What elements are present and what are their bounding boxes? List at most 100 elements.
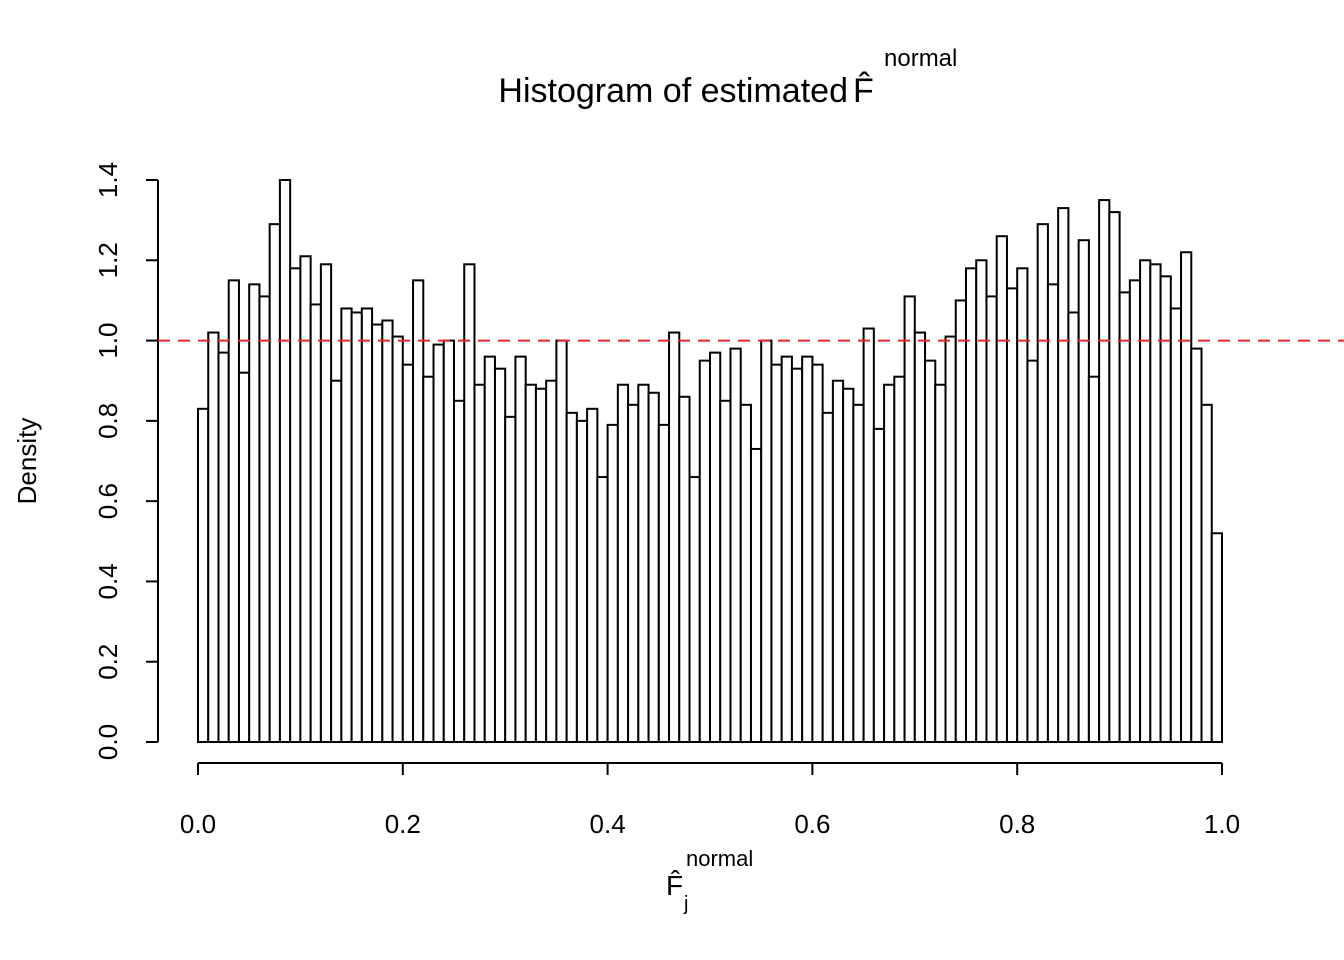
bar	[637, 383, 650, 743]
bar	[504, 415, 517, 743]
x-tick-label: 0.4	[590, 809, 626, 839]
bar	[811, 363, 824, 743]
bar	[1159, 275, 1172, 743]
bar	[852, 403, 865, 743]
y-tick-label: 0.8	[93, 403, 123, 439]
bar	[463, 263, 476, 743]
bar	[258, 295, 271, 743]
bar	[729, 347, 742, 743]
bar	[534, 387, 548, 743]
y-tick-label: 0.4	[93, 563, 123, 599]
bar	[821, 411, 834, 743]
title-superscript: normal	[884, 45, 957, 72]
bar	[207, 331, 220, 743]
bar	[862, 327, 875, 743]
x-tick-label: 0.0	[180, 809, 216, 839]
chart-title: Histogram of estimated	[498, 72, 848, 110]
bar	[954, 299, 968, 743]
bar	[453, 399, 466, 743]
y-tick-label: 0.2	[93, 644, 123, 680]
bar	[801, 355, 814, 743]
bar	[790, 367, 804, 743]
bar	[698, 359, 712, 743]
bar	[1016, 267, 1029, 743]
bar	[381, 319, 394, 743]
bar	[1067, 311, 1080, 743]
bar	[944, 335, 957, 743]
bar	[780, 355, 793, 743]
bar	[893, 375, 906, 743]
bar	[903, 295, 916, 743]
bar	[842, 387, 855, 743]
bar	[340, 307, 353, 743]
bar	[709, 351, 722, 743]
bar	[514, 355, 527, 743]
y-tick-label: 0.6	[93, 483, 123, 519]
bar	[524, 383, 537, 743]
bar	[1046, 283, 1060, 743]
y-tick-label: 1.2	[93, 242, 123, 278]
bar	[227, 279, 240, 743]
bar	[432, 343, 445, 743]
bar	[749, 447, 763, 743]
bar	[289, 267, 302, 743]
x-tick-label: 0.2	[385, 809, 421, 839]
bar	[883, 383, 896, 743]
bar	[565, 411, 578, 743]
bar	[1128, 279, 1142, 743]
bar	[760, 339, 773, 743]
bar	[770, 363, 783, 743]
bar	[985, 295, 998, 743]
bar	[555, 339, 568, 743]
bar	[237, 371, 251, 743]
bar	[309, 303, 322, 743]
bar	[678, 395, 691, 743]
bar	[1087, 375, 1101, 743]
bar	[1098, 199, 1111, 744]
y-tick-label: 0.0	[93, 724, 123, 760]
bar	[616, 383, 630, 743]
bar	[330, 379, 343, 743]
y-tick-label: 1.4	[93, 162, 123, 198]
y-tick-label: 1.0	[93, 322, 123, 358]
bar	[1149, 263, 1162, 743]
bar	[1005, 287, 1019, 743]
bar	[924, 359, 937, 743]
bar	[657, 423, 671, 743]
bar	[360, 307, 374, 743]
bar	[1169, 307, 1183, 743]
bar	[872, 427, 886, 743]
bar	[1036, 223, 1049, 743]
bar	[586, 407, 599, 743]
bar	[217, 351, 230, 743]
bar	[442, 339, 456, 743]
bar	[299, 255, 312, 743]
bar	[483, 355, 496, 743]
bar	[688, 476, 701, 743]
bar	[1139, 259, 1152, 743]
bar	[575, 419, 589, 743]
bar	[248, 283, 261, 743]
bar	[422, 375, 435, 743]
bar	[627, 403, 640, 743]
bar	[493, 367, 507, 743]
bar	[268, 223, 281, 743]
bar	[668, 331, 681, 743]
bar	[965, 267, 978, 743]
bar	[995, 235, 1008, 743]
bar	[371, 323, 384, 743]
bar	[1190, 347, 1203, 743]
x-tick-label: 1.0	[1204, 809, 1240, 839]
bar	[719, 399, 732, 743]
bar	[278, 179, 292, 743]
bar	[1210, 532, 1224, 743]
bar	[1026, 359, 1039, 743]
x-tick-label: 0.6	[794, 809, 830, 839]
bar	[975, 259, 988, 743]
bar	[934, 383, 947, 743]
x-label-subscript: j	[683, 893, 688, 915]
bar	[545, 379, 558, 743]
x-label-superscript: normal	[686, 846, 753, 871]
bar	[319, 263, 333, 743]
bar	[1200, 403, 1213, 743]
